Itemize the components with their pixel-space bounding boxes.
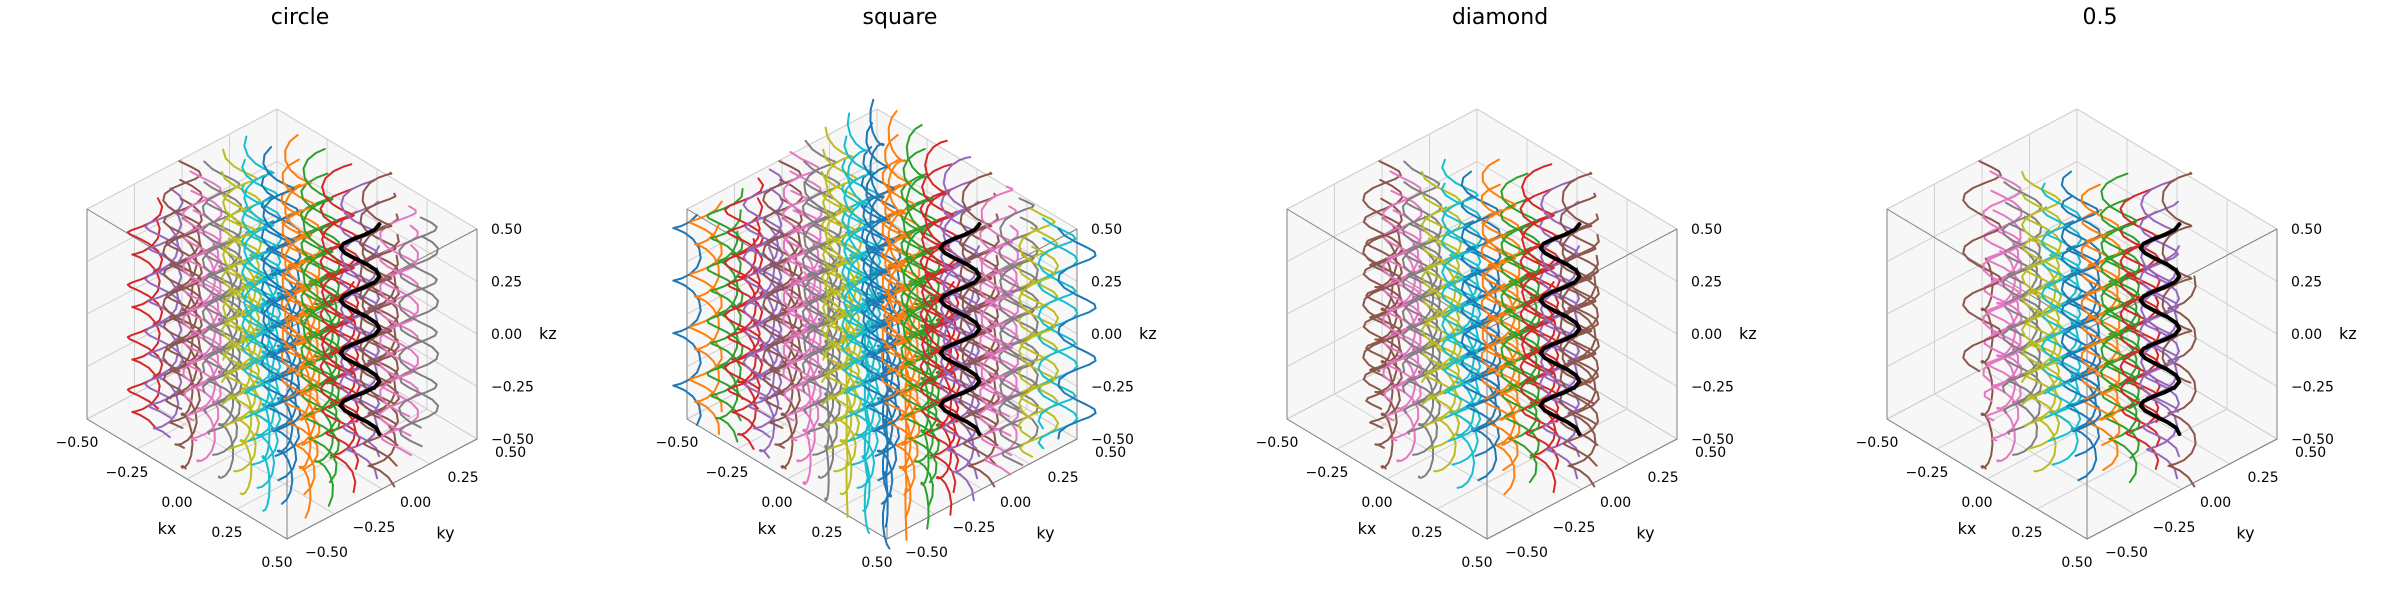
svg-text:0.25: 0.25 <box>1691 275 1722 291</box>
svg-text:−0.50: −0.50 <box>905 545 948 561</box>
svg-text:0.00: 0.00 <box>1691 327 1722 343</box>
svg-text:0.00: 0.00 <box>2200 495 2231 511</box>
svg-text:0.00: 0.00 <box>1600 495 1631 511</box>
svg-text:0.25: 0.25 <box>2011 525 2042 541</box>
svg-text:0.25: 0.25 <box>811 525 842 541</box>
svg-text:−0.25: −0.25 <box>353 520 396 536</box>
svg-text:0.25: 0.25 <box>491 275 522 291</box>
svg-text:0.00: 0.00 <box>761 495 792 511</box>
svg-text:ky: ky <box>2236 523 2254 542</box>
svg-text:ky: ky <box>1036 523 1054 542</box>
svg-text:0.50: 0.50 <box>495 445 526 461</box>
svg-text:−0.50: −0.50 <box>1856 435 1899 451</box>
svg-text:−0.50: −0.50 <box>1256 435 1299 451</box>
svg-text:0.50: 0.50 <box>1691 222 1722 238</box>
svg-text:−0.25: −0.25 <box>1306 465 1349 481</box>
svg-text:kx: kx <box>1358 519 1377 538</box>
svg-text:0.25: 0.25 <box>448 470 479 486</box>
svg-text:0.50: 0.50 <box>1695 445 1726 461</box>
svg-text:0.25: 0.25 <box>2291 275 2322 291</box>
panel-half: 0.5−0.50−0.50−0.50−0.25−0.25−0.250.000.0… <box>1800 0 2400 600</box>
svg-text:0.50: 0.50 <box>1461 555 1492 571</box>
svg-text:0.50: 0.50 <box>861 555 892 571</box>
svg-text:0.00: 0.00 <box>491 327 522 343</box>
svg-text:0.50: 0.50 <box>491 222 522 238</box>
panel-square: square−0.50−0.50−0.50−0.25−0.25−0.250.00… <box>600 0 1200 600</box>
axes3d: −0.50−0.50−0.50−0.25−0.25−0.250.000.000.… <box>1800 0 2400 600</box>
svg-text:−0.50: −0.50 <box>56 435 99 451</box>
svg-text:0.00: 0.00 <box>2291 327 2322 343</box>
axes3d: −0.50−0.50−0.50−0.25−0.25−0.250.000.000.… <box>600 0 1200 600</box>
svg-text:0.00: 0.00 <box>161 495 192 511</box>
svg-text:0.25: 0.25 <box>1091 275 1122 291</box>
svg-text:kz: kz <box>1139 324 1157 343</box>
svg-text:−0.25: −0.25 <box>1091 380 1134 396</box>
svg-text:−0.25: −0.25 <box>1553 520 1596 536</box>
svg-text:−0.50: −0.50 <box>2105 545 2148 561</box>
svg-text:ky: ky <box>1636 523 1654 542</box>
svg-text:kx: kx <box>1958 519 1977 538</box>
svg-text:−0.50: −0.50 <box>305 545 348 561</box>
svg-text:0.50: 0.50 <box>2061 555 2092 571</box>
svg-text:0.50: 0.50 <box>261 555 292 571</box>
svg-text:0.25: 0.25 <box>1648 470 1679 486</box>
svg-text:−0.25: −0.25 <box>106 465 149 481</box>
svg-text:kx: kx <box>758 519 777 538</box>
svg-text:0.25: 0.25 <box>2248 470 2279 486</box>
svg-text:0.25: 0.25 <box>1048 470 1079 486</box>
svg-text:−0.25: −0.25 <box>1906 465 1949 481</box>
svg-text:kz: kz <box>2339 324 2357 343</box>
svg-text:0.00: 0.00 <box>400 495 431 511</box>
svg-text:−0.25: −0.25 <box>2153 520 2196 536</box>
svg-text:0.50: 0.50 <box>1095 445 1126 461</box>
svg-text:−0.25: −0.25 <box>706 465 749 481</box>
svg-text:0.50: 0.50 <box>1091 222 1122 238</box>
svg-text:0.00: 0.00 <box>1361 495 1392 511</box>
svg-text:−0.50: −0.50 <box>1505 545 1548 561</box>
svg-text:0.00: 0.00 <box>1091 327 1122 343</box>
svg-text:−0.25: −0.25 <box>2291 380 2334 396</box>
svg-text:kz: kz <box>539 324 557 343</box>
axes3d: −0.50−0.50−0.50−0.25−0.25−0.250.000.000.… <box>1200 0 1800 600</box>
svg-text:−0.25: −0.25 <box>1691 380 1734 396</box>
svg-text:0.50: 0.50 <box>2295 445 2326 461</box>
svg-text:kz: kz <box>1739 324 1757 343</box>
svg-text:−0.50: −0.50 <box>656 435 699 451</box>
svg-text:−0.25: −0.25 <box>953 520 996 536</box>
svg-text:0.00: 0.00 <box>1000 495 1031 511</box>
svg-text:−0.25: −0.25 <box>491 380 534 396</box>
panel-circle: circle−0.50−0.50−0.50−0.25−0.25−0.250.00… <box>0 0 600 600</box>
svg-text:0.00: 0.00 <box>1961 495 1992 511</box>
axes3d: −0.50−0.50−0.50−0.25−0.25−0.250.000.000.… <box>0 0 600 600</box>
panel-diamond: diamond−0.50−0.50−0.50−0.25−0.25−0.250.0… <box>1200 0 1800 600</box>
svg-text:0.25: 0.25 <box>1411 525 1442 541</box>
figure: circle−0.50−0.50−0.50−0.25−0.25−0.250.00… <box>0 0 2400 600</box>
svg-text:0.50: 0.50 <box>2291 222 2322 238</box>
svg-text:kx: kx <box>158 519 177 538</box>
svg-text:0.25: 0.25 <box>211 525 242 541</box>
svg-text:ky: ky <box>436 523 454 542</box>
